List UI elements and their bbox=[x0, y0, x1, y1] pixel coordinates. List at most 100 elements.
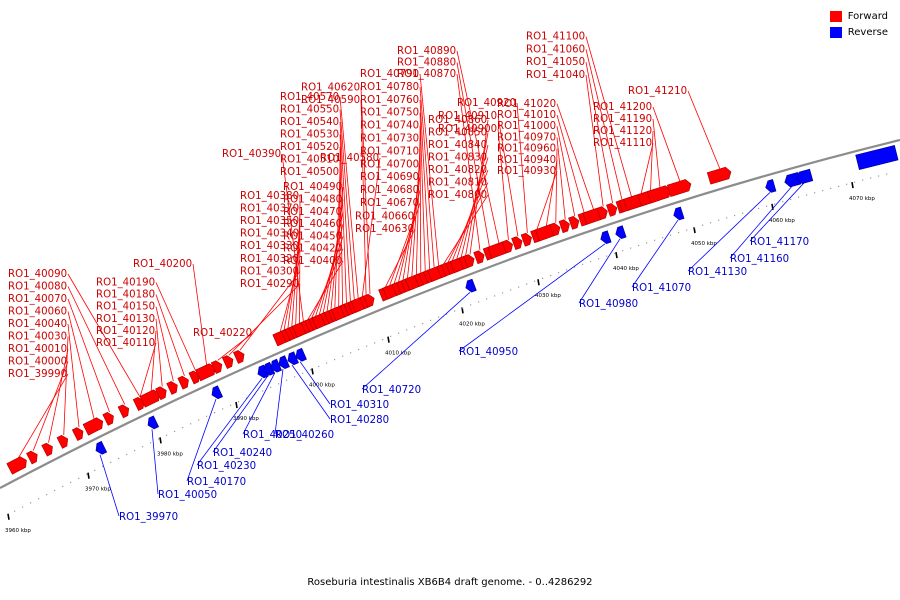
forward-gene-label[interactable]: RO1_40760 bbox=[360, 95, 419, 106]
reverse-gene[interactable] bbox=[93, 440, 108, 456]
forward-gene-label[interactable]: RO1_41200 bbox=[593, 102, 652, 113]
forward-gene-label[interactable]: RO1_40300 bbox=[240, 266, 299, 277]
forward-gene[interactable] bbox=[132, 396, 146, 411]
forward-gene-arrow[interactable] bbox=[666, 178, 693, 197]
forward-gene-arrow[interactable] bbox=[596, 205, 609, 220]
forward-gene[interactable] bbox=[71, 426, 85, 441]
forward-gene-label[interactable]: RO1_40490 bbox=[283, 182, 342, 193]
forward-gene-arrow[interactable] bbox=[56, 434, 70, 449]
forward-gene[interactable] bbox=[706, 166, 732, 185]
forward-gene-label[interactable]: RO1_40870 bbox=[397, 69, 456, 80]
reverse-gene[interactable] bbox=[268, 358, 282, 374]
forward-gene-label[interactable]: RO1_40960 bbox=[497, 144, 556, 155]
forward-gene-label[interactable]: RO1_40130 bbox=[96, 314, 155, 325]
forward-gene-label[interactable]: RO1_40800 bbox=[428, 190, 487, 201]
forward-gene-arrow[interactable] bbox=[473, 249, 487, 265]
forward-gene-label[interactable]: RO1_40070 bbox=[8, 294, 67, 305]
forward-gene-label[interactable]: RO1_40840 bbox=[428, 140, 487, 151]
forward-gene-arrow[interactable] bbox=[520, 232, 534, 247]
forward-gene-label[interactable]: RO1_41210 bbox=[628, 86, 687, 97]
reverse-gene-arrow[interactable] bbox=[614, 225, 627, 240]
reverse-gene[interactable] bbox=[672, 206, 685, 221]
forward-gene-label[interactable]: RO1_41110 bbox=[593, 138, 652, 149]
reverse-gene-arrow[interactable] bbox=[93, 440, 108, 456]
forward-gene[interactable] bbox=[568, 215, 581, 230]
reverse-gene[interactable] bbox=[276, 355, 290, 371]
forward-gene-arrow[interactable] bbox=[82, 416, 105, 436]
forward-gene-label[interactable]: RO1_40620 bbox=[301, 83, 360, 94]
forward-gene-label[interactable]: RO1_41040 bbox=[526, 70, 585, 81]
reverse-gene-label[interactable]: RO1_41170 bbox=[750, 237, 809, 248]
forward-gene-arrow[interactable] bbox=[139, 388, 162, 408]
forward-gene-label[interactable]: RO1_40700 bbox=[360, 159, 419, 170]
forward-gene[interactable] bbox=[501, 239, 515, 254]
forward-gene-label[interactable]: RO1_41120 bbox=[593, 126, 652, 137]
forward-gene-label[interactable]: RO1_40690 bbox=[360, 172, 419, 183]
forward-gene-arrow[interactable] bbox=[221, 354, 235, 369]
reverse-gene-label[interactable]: RO1_40720 bbox=[362, 385, 421, 396]
forward-gene-arrow[interactable] bbox=[210, 359, 224, 375]
forward-gene-label[interactable]: RO1_40880 bbox=[397, 58, 456, 69]
reverse-gene-label[interactable]: RO1_40250 bbox=[243, 430, 302, 441]
forward-gene-label[interactable]: RO1_40850 bbox=[428, 128, 487, 139]
forward-gene-label[interactable]: RO1_40060 bbox=[8, 307, 67, 318]
forward-gene-label[interactable]: RO1_40680 bbox=[360, 185, 419, 196]
forward-gene-label[interactable]: RO1_40740 bbox=[360, 121, 419, 132]
reverse-gene[interactable] bbox=[464, 278, 477, 293]
forward-gene[interactable] bbox=[363, 293, 377, 308]
reverse-gene[interactable] bbox=[614, 225, 627, 240]
forward-gene[interactable] bbox=[82, 416, 105, 436]
forward-gene-label[interactable]: RO1_41190 bbox=[593, 114, 652, 125]
reverse-gene-label[interactable]: RO1_40310 bbox=[330, 400, 389, 411]
reverse-gene-label[interactable]: RO1_40050 bbox=[158, 490, 217, 501]
forward-gene[interactable] bbox=[511, 235, 525, 251]
forward-gene-label[interactable]: RO1_40580 bbox=[320, 153, 379, 164]
forward-gene-label[interactable]: RO1_41100 bbox=[526, 32, 585, 43]
forward-gene-label[interactable]: RO1_41050 bbox=[526, 57, 585, 68]
forward-gene-arrow[interactable] bbox=[511, 235, 525, 251]
forward-gene-label[interactable]: RO1_41000 bbox=[497, 121, 556, 132]
forward-gene-label[interactable]: RO1_40470 bbox=[283, 207, 342, 218]
forward-gene-label[interactable]: RO1_41020 bbox=[497, 99, 556, 110]
forward-gene-label[interactable]: RO1_40900 bbox=[438, 124, 497, 135]
forward-gene[interactable] bbox=[596, 205, 609, 220]
forward-gene-label[interactable]: RO1_40630 bbox=[355, 224, 414, 235]
forward-gene-arrow[interactable] bbox=[606, 202, 618, 217]
forward-gene-label[interactable]: RO1_40370 bbox=[240, 203, 299, 214]
forward-gene-label[interactable]: RO1_40510 bbox=[280, 155, 339, 166]
reverse-gene[interactable] bbox=[599, 230, 612, 245]
forward-gene-label[interactable]: RO1_40480 bbox=[283, 195, 342, 206]
forward-gene-label[interactable]: RO1_40080 bbox=[8, 282, 67, 293]
forward-gene-label[interactable]: RO1_40150 bbox=[96, 302, 155, 313]
forward-gene-arrow[interactable] bbox=[41, 441, 55, 457]
forward-gene-label[interactable]: RO1_40000 bbox=[8, 357, 67, 368]
forward-gene[interactable] bbox=[549, 222, 562, 237]
forward-gene-arrow[interactable] bbox=[166, 380, 180, 395]
reverse-gene[interactable] bbox=[293, 347, 307, 363]
forward-gene-label[interactable]: RO1_40910 bbox=[438, 111, 497, 122]
forward-gene-arrow[interactable] bbox=[6, 455, 29, 475]
reverse-gene-arrow[interactable] bbox=[764, 179, 777, 193]
reverse-gene-arrow[interactable] bbox=[672, 206, 685, 221]
forward-gene-arrow[interactable] bbox=[102, 411, 116, 426]
forward-gene[interactable] bbox=[666, 178, 693, 197]
forward-gene-label[interactable]: RO1_40890 bbox=[397, 46, 456, 57]
forward-gene-arrow[interactable] bbox=[568, 215, 581, 230]
forward-gene-arrow[interactable] bbox=[706, 166, 732, 185]
forward-gene[interactable] bbox=[166, 380, 180, 395]
forward-gene-label[interactable]: RO1_40500 bbox=[280, 167, 339, 178]
forward-gene-arrow[interactable] bbox=[177, 374, 191, 390]
forward-gene-label[interactable]: RO1_40710 bbox=[360, 146, 419, 157]
forward-gene-label[interactable]: RO1_40350 bbox=[240, 216, 299, 227]
forward-gene-label[interactable]: RO1_40390 bbox=[222, 149, 281, 160]
forward-gene-arrow[interactable] bbox=[558, 218, 571, 234]
forward-gene-label[interactable]: RO1_39990 bbox=[8, 369, 67, 380]
forward-gene-label[interactable]: RO1_40920 bbox=[457, 98, 516, 109]
forward-gene-label[interactable]: RO1_40750 bbox=[360, 108, 419, 119]
forward-gene-label[interactable]: RO1_40860 bbox=[428, 115, 487, 126]
forward-gene-label[interactable]: RO1_40290 bbox=[240, 279, 299, 290]
forward-gene[interactable] bbox=[473, 249, 487, 265]
forward-gene-arrow[interactable] bbox=[132, 396, 146, 411]
forward-gene-label[interactable]: RO1_40930 bbox=[497, 166, 556, 177]
reverse-gene-arrow[interactable] bbox=[145, 415, 160, 431]
